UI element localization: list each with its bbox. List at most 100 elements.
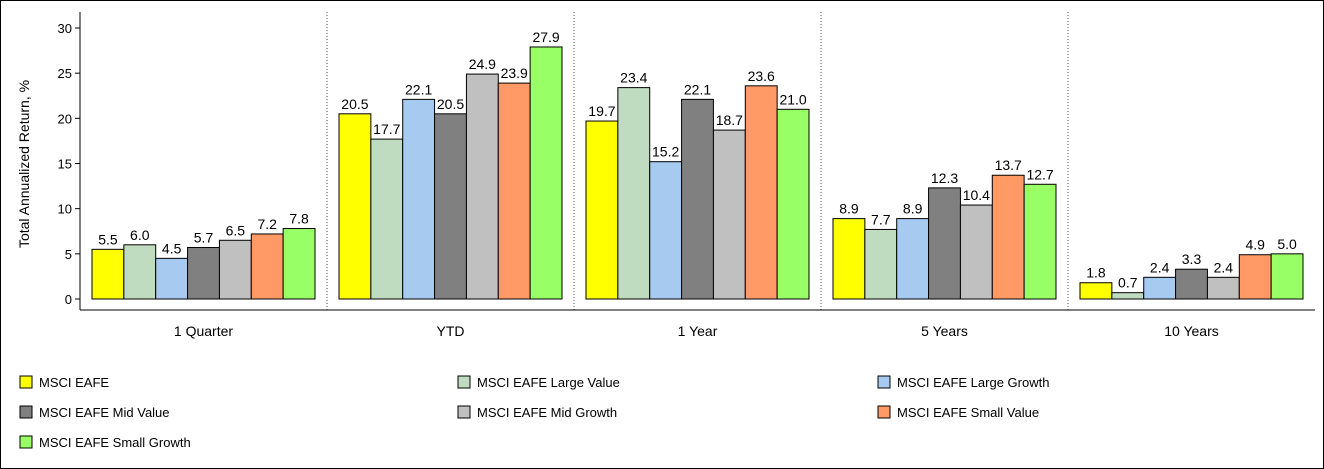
legend-label: MSCI EAFE Mid Growth (477, 405, 617, 420)
x-category-label: 10 Years (1164, 323, 1219, 339)
data-label: 5.7 (194, 230, 214, 246)
data-label: 21.0 (779, 91, 806, 107)
data-label: 23.6 (748, 68, 775, 84)
bar (681, 98, 714, 300)
data-label: 13.7 (995, 157, 1022, 173)
y-tick-label: 25 (58, 66, 72, 81)
bar (497, 82, 531, 300)
x-category-labels: 1 Quarter YTD 1 Year 5 Years 10 Years (174, 323, 1219, 339)
data-label: 24.9 (469, 56, 496, 72)
legend-label: MSCI EAFE Mid Value (39, 405, 170, 420)
data-label: 18.7 (716, 112, 743, 128)
y-tick-label: 20 (58, 111, 72, 126)
legend-label: MSCI EAFE Large Value (477, 375, 620, 390)
data-label: 0.7 (1118, 275, 1138, 291)
data-label: 23.4 (620, 70, 647, 86)
data-label: 4.9 (1245, 237, 1265, 253)
bar (649, 161, 683, 300)
data-label: 27.9 (532, 29, 559, 45)
y-tick-label: 10 (58, 202, 72, 217)
bar (1238, 254, 1272, 300)
bar (1206, 276, 1240, 300)
data-label: 12.7 (1026, 166, 1053, 182)
x-category-label: 5 Years (921, 323, 968, 339)
legend-swatch (877, 375, 891, 389)
bar (1111, 292, 1145, 300)
legend-swatch (877, 405, 891, 419)
bar (1079, 282, 1113, 300)
bar (585, 120, 619, 300)
bar (1023, 183, 1057, 300)
legend-label: MSCI EAFE Small Value (897, 405, 1039, 420)
data-label: 3.3 (1182, 251, 1202, 267)
data-label: 1.8 (1086, 265, 1106, 281)
bar (282, 228, 316, 300)
bar (1270, 253, 1304, 300)
bar (712, 129, 746, 300)
legend-swatch (19, 435, 33, 449)
data-label: 20.5 (437, 96, 464, 112)
data-label: 4.5 (162, 240, 182, 256)
bar (370, 138, 404, 300)
data-label: 15.2 (652, 144, 679, 160)
bar (832, 218, 866, 300)
data-label: 5.5 (98, 231, 118, 247)
bar (959, 204, 993, 300)
bar (928, 187, 961, 300)
data-label: 6.5 (226, 222, 246, 238)
legend-swatch (19, 405, 33, 419)
bar (1175, 268, 1208, 300)
bar (218, 239, 252, 300)
legend-swatch (19, 375, 33, 389)
y-tick-label: 5 (65, 247, 72, 262)
bar (991, 174, 1025, 300)
bar (250, 233, 284, 300)
legend-swatch (457, 405, 471, 419)
data-label: 20.5 (341, 96, 368, 112)
data-label: 5.0 (1277, 236, 1297, 252)
data-label: 17.7 (373, 121, 400, 137)
bar (896, 218, 930, 300)
bar (465, 73, 499, 300)
legend-label: MSCI EAFE Large Growth (897, 375, 1049, 390)
bar (864, 228, 898, 300)
bar (744, 85, 778, 300)
data-label: 7.2 (257, 216, 277, 232)
data-label: 22.1 (405, 81, 432, 97)
y-tick-label: 30 (58, 21, 72, 36)
y-tick-label: 0 (65, 292, 72, 307)
bar (187, 247, 220, 300)
legend-swatch (457, 375, 471, 389)
data-label: 7.8 (289, 211, 309, 227)
bar (91, 248, 125, 300)
bar (529, 46, 563, 300)
legend: MSCI EAFE MSCI EAFE Large Value MSCI EAFE … (19, 375, 1049, 450)
data-label: 8.9 (903, 201, 923, 217)
data-label: 19.7 (588, 103, 615, 119)
x-category-label: 1 Quarter (174, 323, 233, 339)
bars (91, 46, 1304, 300)
axes (79, 12, 1315, 311)
bar (776, 108, 810, 300)
bar (338, 113, 372, 300)
data-label: 23.9 (501, 65, 528, 81)
data-labels: 5.5 20.5 19.7 8.9 1.8 6.0 17.7 23.4 7.7 0.7 4.5 22.… (98, 29, 1297, 291)
data-label: 2.4 (1214, 259, 1234, 275)
data-label: 2.4 (1150, 259, 1170, 275)
data-label: 8.9 (839, 201, 859, 217)
bar (402, 98, 436, 300)
data-label: 22.1 (684, 81, 711, 97)
data-label: 7.7 (871, 211, 891, 227)
x-category-label: YTD (437, 323, 465, 339)
legend-label: MSCI EAFE (39, 375, 109, 390)
bar (1143, 276, 1177, 300)
x-category-label: 1 Year (678, 323, 718, 339)
bar (123, 244, 157, 300)
data-label: 10.4 (963, 187, 990, 203)
y-ticks: 0 5 10 15 20 25 30 (58, 21, 80, 307)
y-axis-label: Total Annualized Return, % (16, 80, 32, 248)
bar (434, 113, 467, 300)
y-tick-label: 15 (58, 157, 72, 172)
data-label: 6.0 (130, 227, 150, 243)
